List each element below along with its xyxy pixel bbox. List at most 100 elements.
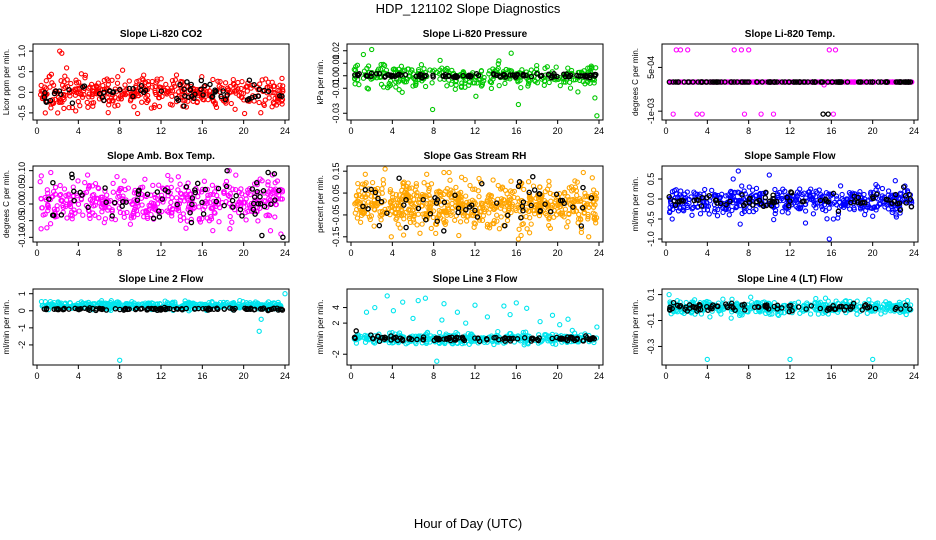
data-point [228, 100, 234, 107]
data-point [453, 184, 459, 191]
data-point [271, 83, 278, 89]
data-point [444, 83, 450, 89]
x-tick-label: 12 [470, 126, 480, 136]
y-tick-label: -1.0 [646, 231, 656, 247]
data-point [114, 80, 121, 86]
x-tick-label: 20 [868, 126, 878, 136]
data-point [382, 166, 388, 172]
data-point [246, 96, 252, 102]
x-tick-label: 0 [348, 371, 353, 381]
data-point [148, 105, 155, 111]
data-point [673, 47, 679, 53]
data-point [209, 93, 216, 100]
data-point [357, 219, 364, 225]
x-tick-label: 24 [594, 126, 604, 136]
data-point [830, 216, 837, 222]
data-point [89, 100, 95, 106]
data-point [410, 315, 416, 322]
data-point [879, 185, 886, 192]
x-tick-label: 16 [511, 126, 521, 136]
data-point [496, 226, 503, 232]
data-point [866, 297, 872, 303]
data-point [272, 95, 278, 102]
data-point [864, 310, 870, 316]
data-point [746, 208, 752, 215]
data-point [417, 230, 423, 236]
data-point [530, 173, 536, 180]
data-point [50, 179, 56, 186]
data-point [85, 104, 91, 110]
x-tick-label: 12 [156, 126, 166, 136]
data-point [256, 328, 262, 334]
data-point [47, 97, 54, 104]
data-point [47, 84, 53, 90]
y-tick-label: 0.05 [17, 179, 27, 197]
x-tick-label: 20 [239, 371, 249, 381]
data-point [837, 183, 844, 189]
data-point [455, 209, 461, 216]
y-axis-label: degrees C per min. [631, 48, 640, 116]
data-point [158, 88, 165, 94]
data-point [96, 215, 102, 221]
x-tick-label: 16 [511, 371, 521, 381]
x-tick-label: 20 [553, 126, 563, 136]
data-point [802, 220, 809, 226]
x-tick-label: 0 [348, 126, 353, 136]
data-point [390, 308, 397, 314]
x-tick-label: 0 [663, 371, 668, 381]
x-tick-label: 16 [197, 126, 207, 136]
x-tick-label: 20 [868, 248, 878, 258]
x-tick-label: 4 [705, 126, 710, 136]
data-point [772, 186, 778, 193]
data-point [429, 106, 436, 113]
y-tick-label: 0.10 [17, 162, 27, 180]
data-point [476, 193, 482, 200]
panel-3: Slope Li-820 Temp.degrees C per min.0 4 8 1… [631, 29, 919, 136]
data-point [277, 93, 283, 99]
data-point [815, 311, 822, 317]
data-point [251, 81, 257, 88]
data-point [246, 77, 253, 83]
data-point [110, 89, 117, 95]
data-point [49, 80, 55, 86]
data-point [393, 79, 399, 85]
data-point [738, 47, 745, 53]
y-tick-label: 5e-04 [646, 56, 656, 79]
data-point [165, 89, 171, 95]
data-point [546, 79, 552, 86]
data-point [400, 232, 407, 238]
data-point [820, 111, 826, 117]
data-point [562, 206, 569, 212]
data-point [586, 234, 592, 240]
data-point [495, 328, 501, 335]
data-point [419, 221, 425, 227]
data-point [122, 82, 128, 88]
x-tick-label: 24 [909, 126, 919, 136]
data-point [231, 81, 237, 88]
x-tick-label: 24 [594, 248, 604, 258]
y-axis-label: percent per min. [316, 175, 325, 233]
data-point [758, 111, 764, 117]
data-point [396, 175, 402, 181]
data-point [446, 169, 452, 176]
data-point [433, 230, 439, 237]
data-point [280, 83, 286, 89]
data-point [524, 305, 530, 311]
x-tick-label: 12 [785, 248, 795, 258]
x-tick-label: 24 [909, 371, 919, 381]
data-points [351, 293, 600, 364]
data-point [528, 221, 534, 227]
x-tick-label: 16 [826, 126, 836, 136]
data-point [505, 212, 511, 219]
data-point [117, 357, 123, 363]
data-point [209, 182, 216, 188]
data-point [279, 93, 285, 99]
data-point [878, 311, 884, 317]
y-tick-label: 0.00 [17, 195, 27, 213]
data-point [258, 110, 264, 116]
data-point [156, 94, 162, 101]
data-point [190, 98, 196, 104]
data-point [502, 80, 508, 87]
data-point [494, 212, 500, 218]
